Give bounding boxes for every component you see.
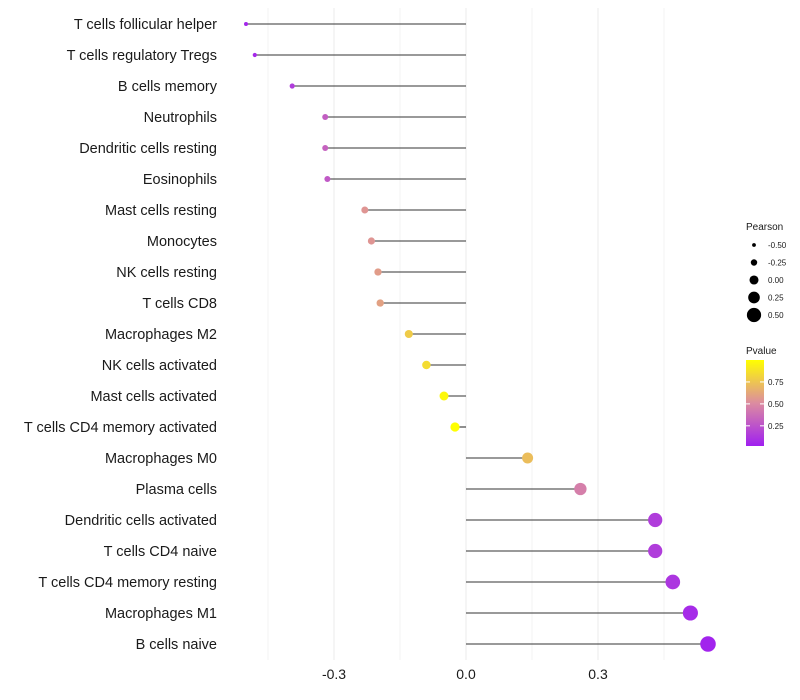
data-point [439,391,449,401]
data-point [289,83,295,89]
category-label: Monocytes [147,234,217,250]
data-point [682,605,698,621]
legend-colorbar [746,360,764,446]
legend-color-label: 0.50 [768,400,784,409]
category-label: T cells follicular helper [74,17,217,33]
category-label: B cells memory [118,79,218,95]
legend-size-label: -0.50 [768,241,787,250]
legend-size-label: 0.50 [768,311,784,320]
x-axis: -0.3 0.0 0.3 [322,666,608,682]
data-point [322,145,329,151]
legend-size-label: 0.00 [768,276,784,285]
category-label: T cells CD4 memory activated [24,420,217,436]
data-point [324,175,331,183]
data-point [244,22,248,26]
legend-size-label: 0.25 [768,294,784,303]
data-point [361,206,369,214]
legend-size-label: -0.25 [768,259,787,268]
category-label: NK cells activated [102,358,217,374]
category-label: NK cells resting [116,265,217,281]
legend-size-items: -0.50 -0.25 0.00 0.25 0.50 [746,241,787,323]
legend-color-label: 0.25 [768,422,784,431]
data-point [522,452,534,464]
data-point [574,482,587,496]
legend-color-label: 0.75 [768,378,784,387]
category-labels: T cells follicular helper T cells regulat… [24,17,218,653]
stems [246,23,708,645]
category-label: B cells naive [136,637,217,653]
data-point [648,543,663,559]
data-point [404,329,413,339]
legend: Pearson -0.50 -0.25 0.00 0.25 0.50 Pvalue 0.… [746,222,787,446]
data-point [422,360,431,370]
category-label: Macrophages M2 [105,327,217,343]
x-tick-label: -0.3 [322,666,346,682]
category-label: Plasma cells [136,482,217,498]
legend-size-dot [749,275,759,285]
data-point [322,114,329,120]
legend-size-dot [748,291,760,304]
category-label: Mast cells activated [90,389,217,405]
category-label: T cells CD4 naive [104,544,217,560]
data-point [648,512,663,528]
x-tick-label: 0.3 [588,666,608,682]
legend-color-title: Pvalue [746,346,777,357]
data-point [700,636,716,652]
category-label: Eosinophils [143,172,217,188]
legend-size-dot [750,259,758,266]
legend-size-dot [746,307,762,323]
data-point [374,268,382,276]
category-label: T cells CD8 [142,296,217,312]
data-point [367,237,375,245]
category-label: Neutrophils [144,110,217,126]
legend-color-items: 0.75 0.50 0.25 [746,378,784,431]
category-label: T cells CD4 memory resting [38,575,217,591]
data-point [376,299,384,307]
category-label: Macrophages M1 [105,606,217,622]
category-label: Mast cells resting [105,203,217,219]
category-label: Dendritic cells resting [79,141,217,157]
points [244,22,716,652]
legend-size-dot [752,243,756,247]
legend-size-title: Pearson [746,222,783,233]
category-label: Dendritic cells activated [65,513,217,529]
x-tick-label: 0.0 [456,666,476,682]
category-label: Macrophages M0 [105,451,217,467]
category-label: T cells regulatory Tregs [67,48,217,64]
data-point [450,422,460,432]
data-point [252,52,257,58]
data-point [665,574,681,590]
